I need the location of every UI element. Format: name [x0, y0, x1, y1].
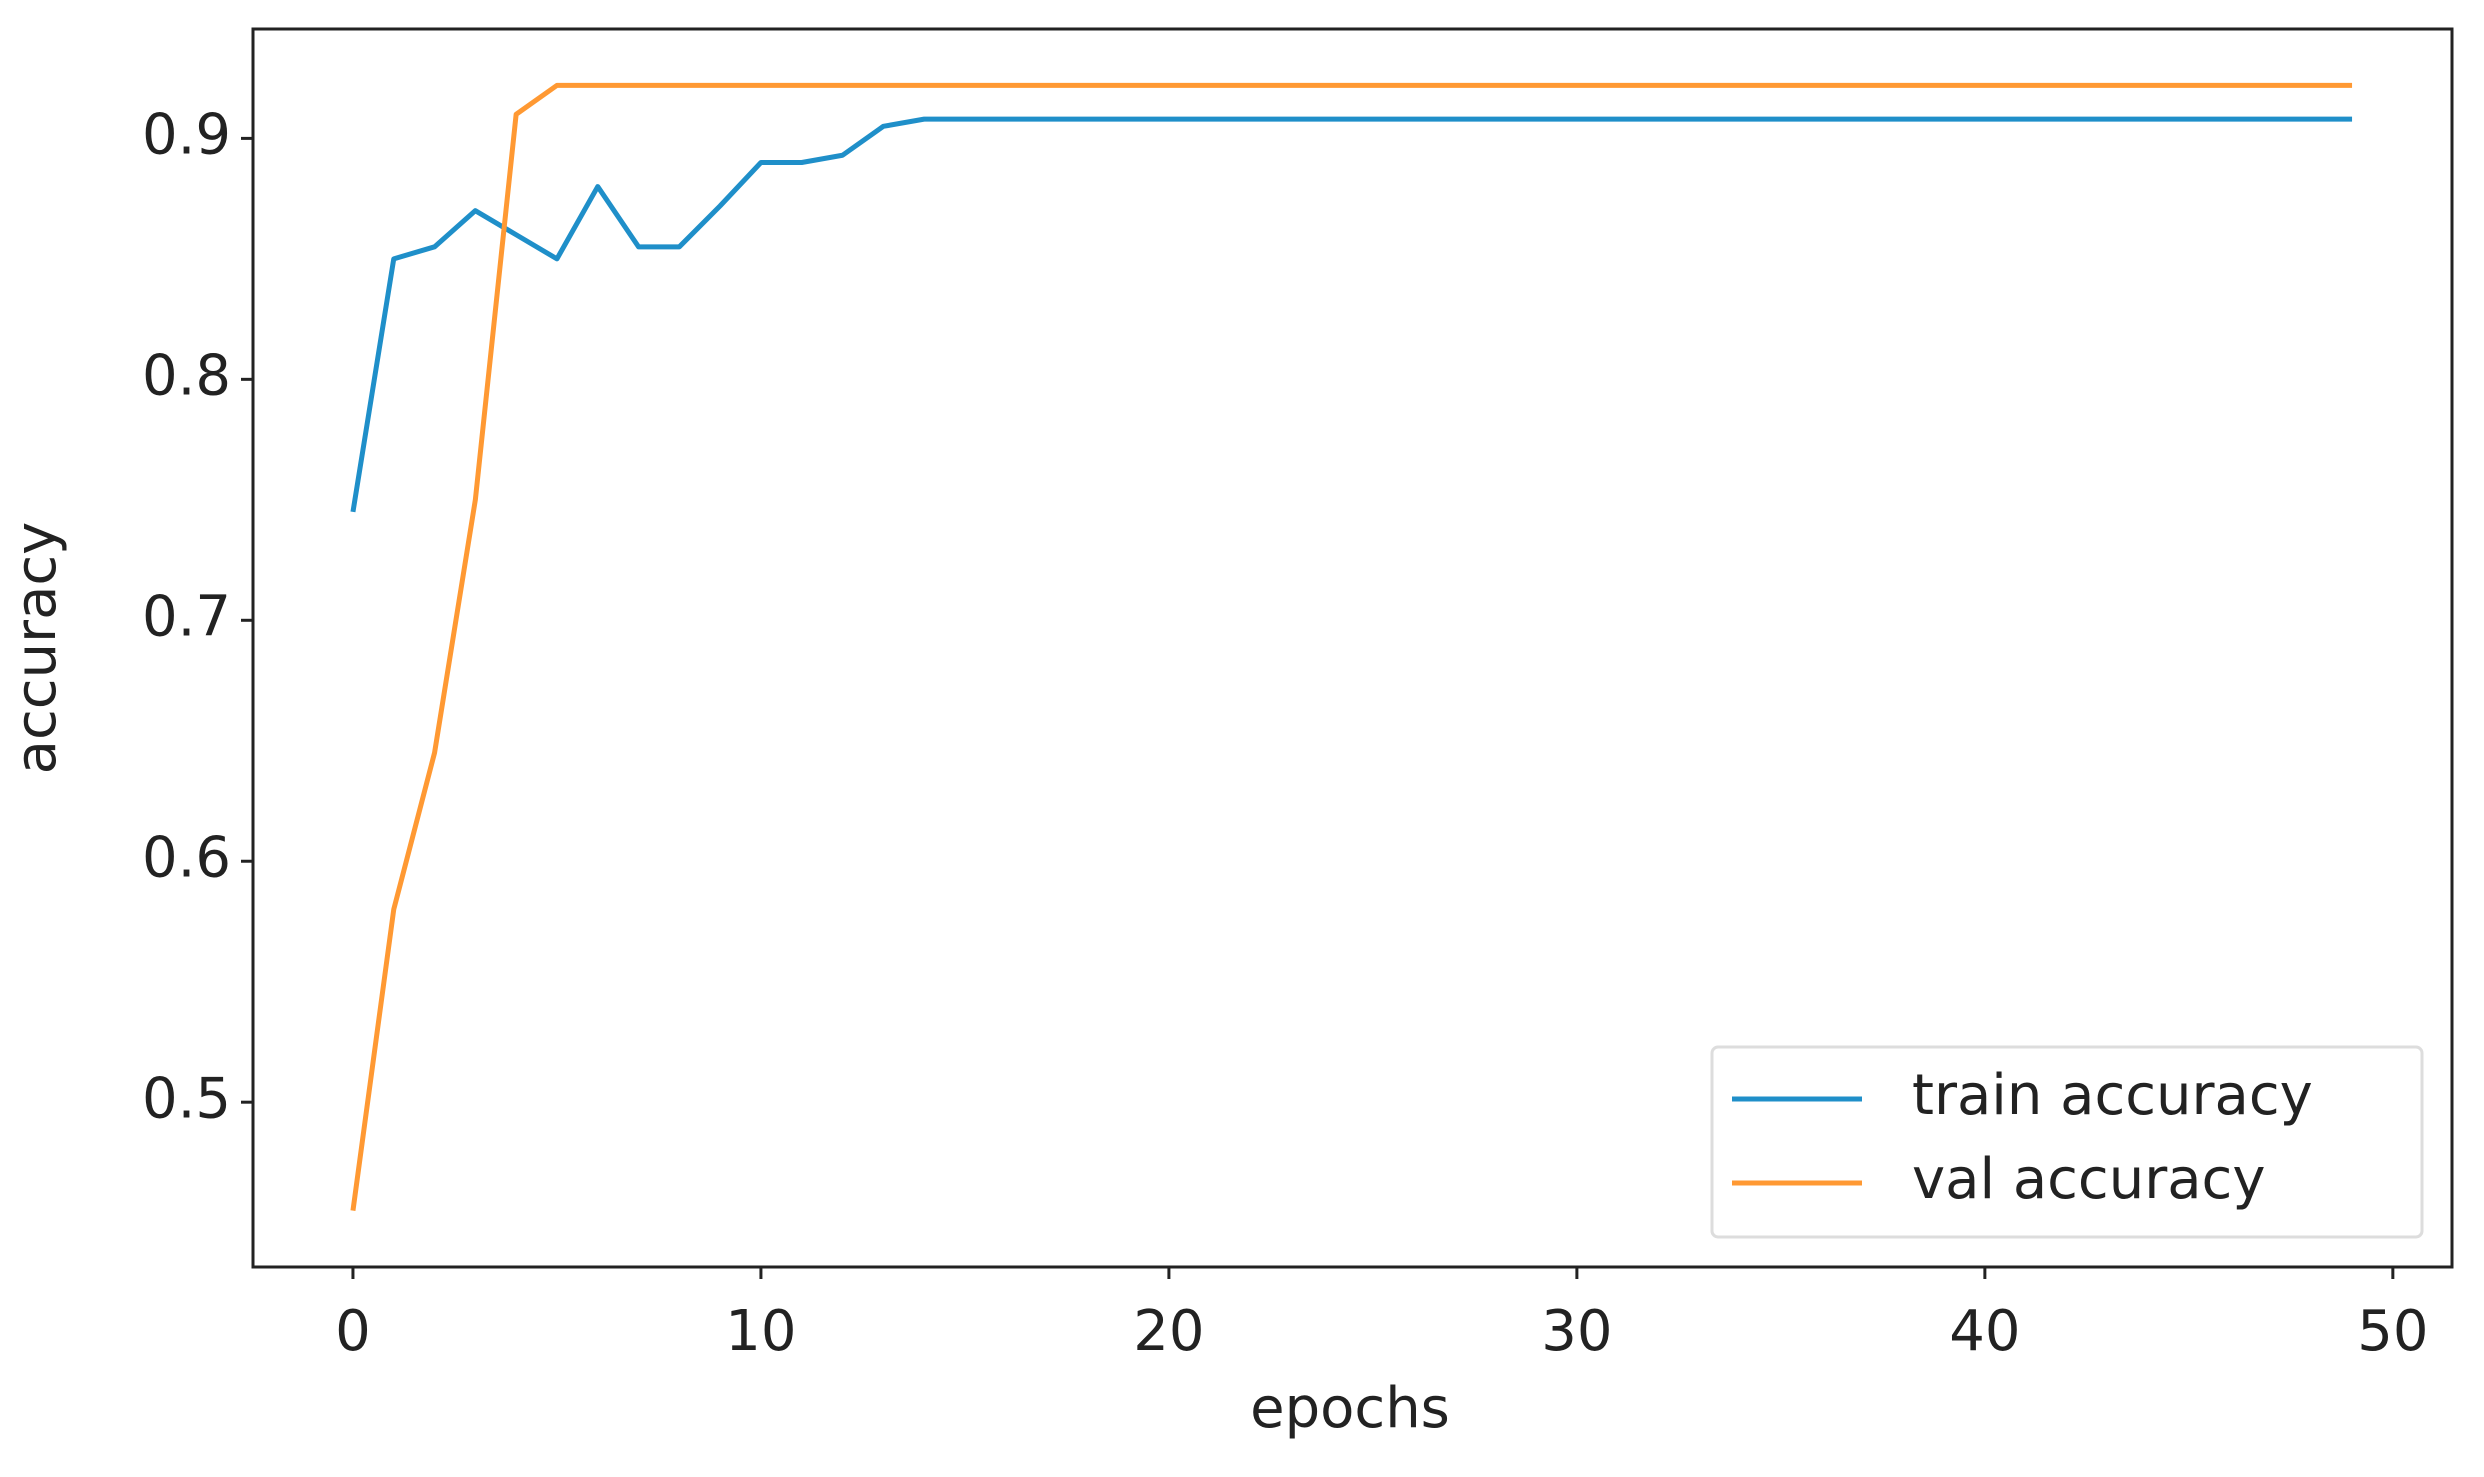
- y-tick-label: 0.7: [142, 584, 231, 649]
- plot-frame: [251, 27, 2454, 1269]
- x-axis-label: epochs: [1250, 1376, 1450, 1441]
- x-tick-label: 20: [1133, 1299, 1204, 1364]
- y-tick-label: 0.8: [142, 343, 231, 408]
- y-tick-label: 0.5: [142, 1066, 231, 1131]
- x-tick-label: 10: [725, 1299, 796, 1364]
- y-tick-label: 0.6: [142, 825, 231, 890]
- x-tick-label: 30: [1541, 1299, 1612, 1364]
- legend-label: train accuracy: [1912, 1063, 2313, 1128]
- y-tick-label: 0.9: [142, 103, 231, 168]
- legend-label: val accuracy: [1912, 1147, 2265, 1212]
- x-tick-label: 50: [2357, 1299, 2428, 1364]
- series-line: [350, 82, 2353, 1211]
- y-axis-label: accuracy: [4, 522, 69, 775]
- x-tick-label: 0: [335, 1299, 371, 1364]
- legend-box: [1710, 1045, 2424, 1239]
- series-line: [350, 116, 2353, 513]
- x-tick-label: 40: [1949, 1299, 2020, 1364]
